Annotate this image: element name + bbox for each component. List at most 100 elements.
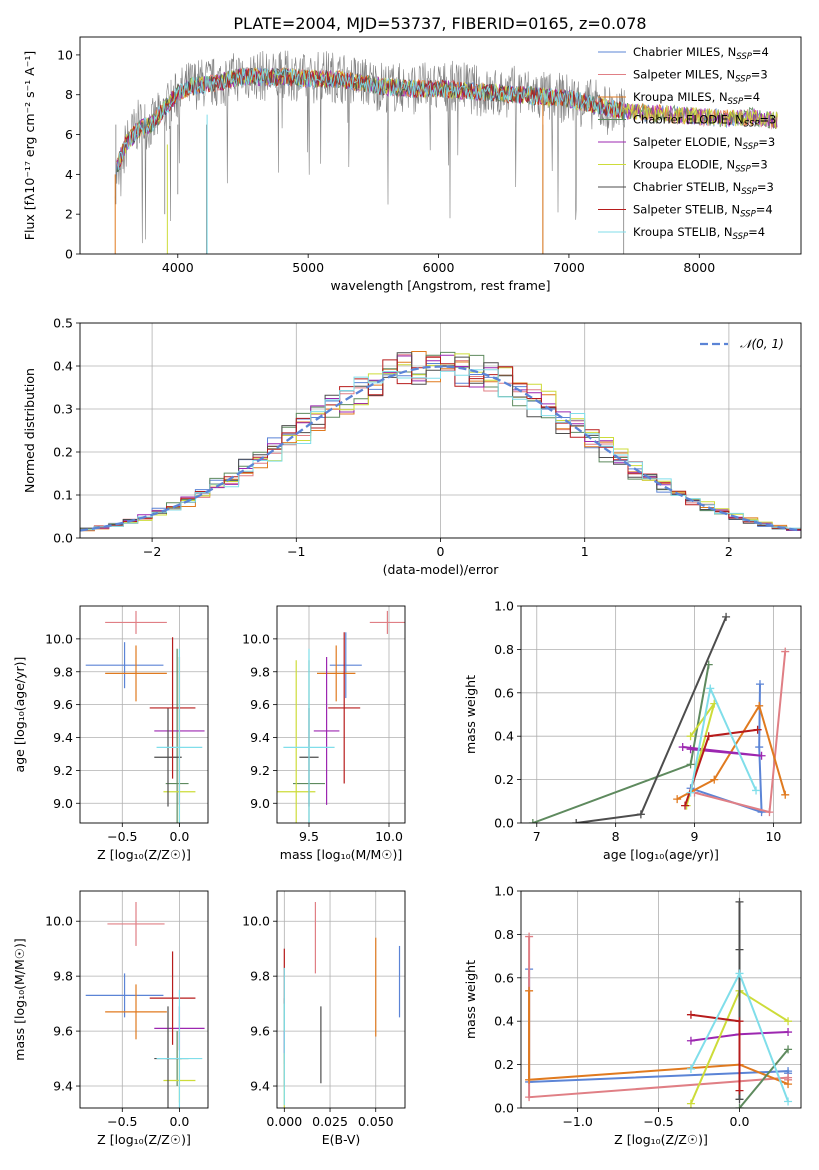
- y-tick-label: 0.6: [494, 970, 514, 985]
- figure-title: PLATE=2004, MJD=53737, FIBERID=0165, z=0…: [233, 14, 646, 33]
- weight-marker-4: [678, 743, 687, 752]
- legend-entry-end: =4: [748, 225, 765, 239]
- y-tick-label: 0.4: [494, 1014, 514, 1029]
- legend-entry-sub: SSP: [735, 165, 751, 175]
- weight-marker-7: [686, 1010, 695, 1019]
- histogram-7: [80, 356, 801, 531]
- y-tick-label: 0.0: [53, 531, 73, 546]
- y-tick-label: 9.8: [53, 969, 73, 984]
- y-tick-label: 9.2: [250, 763, 270, 778]
- weight-marker-8: [686, 788, 695, 797]
- y-tick-label: 0.3: [53, 402, 73, 417]
- weight-marker-1: [781, 647, 790, 656]
- axes-frame: [79, 890, 209, 1109]
- axes-frame: [79, 36, 802, 255]
- x-axis-label: Z [log₁₀(Z/Z☉)]: [614, 1132, 708, 1147]
- x-tick-label: 8000: [683, 260, 715, 275]
- panel-age-vs-mass: 9.5 10.0 9.0 9.2 9.4 9.6 9.8 10.0 mass [log₁₀(M/…: [242, 605, 406, 862]
- x-tick-label: 4000: [162, 260, 194, 275]
- y-tick-label: 9.0: [53, 796, 73, 811]
- x-tick-label: −0.5: [643, 1114, 673, 1129]
- legend-entry-sub: SSP: [744, 120, 760, 130]
- weight-marker-7: [735, 1017, 744, 1026]
- weight-line-2: [676, 703, 787, 800]
- weight-marker-6: [572, 819, 581, 823]
- weight-marker-6: [722, 612, 731, 621]
- legend-entry-end: =3: [757, 180, 774, 194]
- y-tick-label: 9.4: [250, 1079, 270, 1094]
- legend-entry-main: Kroupa ELODIE, N: [633, 158, 735, 172]
- y-tick-label: 9.8: [53, 664, 73, 679]
- legend-entry: Chabrier MILES, NSSP=4: [633, 45, 769, 62]
- legend-entry: Chabrier ELODIE, NSSP=3: [633, 113, 776, 130]
- weight-marker-5: [784, 1017, 793, 1026]
- weight-marker-0: [755, 680, 764, 689]
- y-tick-label: 0.2: [53, 445, 73, 460]
- legend-entry: Salpeter STELIB, NSSP=4: [633, 203, 773, 220]
- y-tick-label: 9.8: [250, 664, 270, 679]
- y-tick-label: 0.5: [53, 316, 73, 331]
- x-tick-label: −2: [143, 544, 161, 559]
- y-tick-label: 0.4: [53, 359, 73, 374]
- panel-spectrum: 4000 5000 6000 7000 8000 0 2 4 6 8 10 wavelength [A…: [22, 36, 802, 293]
- x-tick-label: 1: [581, 544, 589, 559]
- weight-marker-2: [755, 701, 764, 710]
- x-axis-label: age [log₁₀(age/yr)]: [603, 847, 719, 862]
- plot-area-residuals: [80, 323, 801, 538]
- weight-marker-6: [636, 810, 645, 819]
- y-axis-label: Normed distribution: [22, 368, 37, 493]
- weight-marker-2: [525, 986, 534, 995]
- y-tick-label: 0.8: [494, 927, 514, 942]
- model-spectrum-8: [117, 68, 624, 170]
- weight-marker-4: [686, 745, 695, 754]
- legend-entry-main: Chabrier ELODIE, N: [633, 113, 744, 127]
- weight-marker-5: [686, 732, 695, 741]
- x-tick-label: 0.0: [169, 1114, 189, 1129]
- x-tick-label: 0.000: [266, 1114, 302, 1129]
- y-tick-label: 10.0: [45, 631, 73, 646]
- legend-entry: Kroupa ELODIE, NSSP=3: [633, 158, 768, 175]
- x-tick-label: 5000: [292, 260, 324, 275]
- axes-frame: [276, 605, 406, 824]
- weight-marker-3: [784, 1045, 793, 1054]
- y-tick-label: 6: [65, 127, 73, 142]
- legend-entry-main: Salpeter MILES, N: [633, 68, 735, 82]
- observed-spectrum-line: [114, 50, 625, 244]
- y-tick-label: 0.2: [494, 1057, 514, 1072]
- weight-marker-7: [735, 1086, 744, 1095]
- weight-marker-2: [784, 1080, 793, 1089]
- legend-entry: Kroupa MILES, NSSP=4: [633, 90, 760, 107]
- legend-entry-main: Chabrier STELIB, N: [633, 180, 741, 194]
- x-axis-label: wavelength [Angstrom, rest frame]: [330, 278, 550, 293]
- x-tick-label: 7000: [553, 260, 585, 275]
- y-tick-label: 9.0: [250, 796, 270, 811]
- plot-area-mass-vs-ebv: [277, 891, 405, 1108]
- x-tick-label: 0.050: [358, 1114, 394, 1129]
- y-tick-label: 0.8: [494, 642, 514, 657]
- weight-marker-1: [525, 932, 534, 941]
- y-tick-label: 0.0: [494, 816, 514, 831]
- weight-marker-8: [735, 969, 744, 978]
- legend-entry-end: =3: [751, 68, 768, 82]
- y-tick-label: 9.2: [53, 763, 73, 778]
- weight-marker-3: [686, 760, 695, 769]
- y-axis-label: mass weight: [463, 960, 478, 1039]
- x-tick-label: −0.5: [107, 829, 137, 844]
- weight-line-2: [528, 990, 789, 1086]
- axes-frame: [520, 605, 802, 824]
- legend-entry-sub: SSP: [733, 232, 749, 242]
- legend-entry-main: Kroupa MILES, N: [633, 90, 728, 104]
- legend-entry-sub: SSP: [735, 75, 751, 85]
- x-tick-label: 7: [533, 829, 541, 844]
- legend-entry-sub: SSP: [743, 142, 759, 152]
- plot-area-spectrum: [114, 50, 778, 254]
- y-tick-label: 9.8: [250, 969, 270, 984]
- y-axis-label: Flux [fλ10⁻¹⁷ erg cm⁻² s⁻¹ A⁻¹]: [22, 51, 37, 240]
- plot-area-age-vs-Z: [80, 606, 208, 823]
- weight-marker-6: [735, 945, 744, 954]
- x-axis-label: mass [log₁₀(M/M☉)]: [280, 847, 402, 862]
- plot-area-weight-vs-age: [521, 606, 801, 823]
- weight-marker-4: [686, 1036, 695, 1045]
